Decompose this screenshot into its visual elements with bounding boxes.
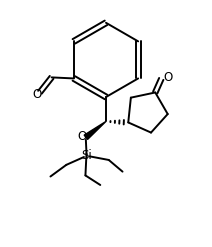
Text: O: O — [163, 71, 173, 84]
Text: O: O — [77, 130, 87, 143]
Polygon shape — [84, 121, 106, 140]
Text: O: O — [32, 88, 41, 101]
Text: Si: Si — [81, 149, 92, 162]
